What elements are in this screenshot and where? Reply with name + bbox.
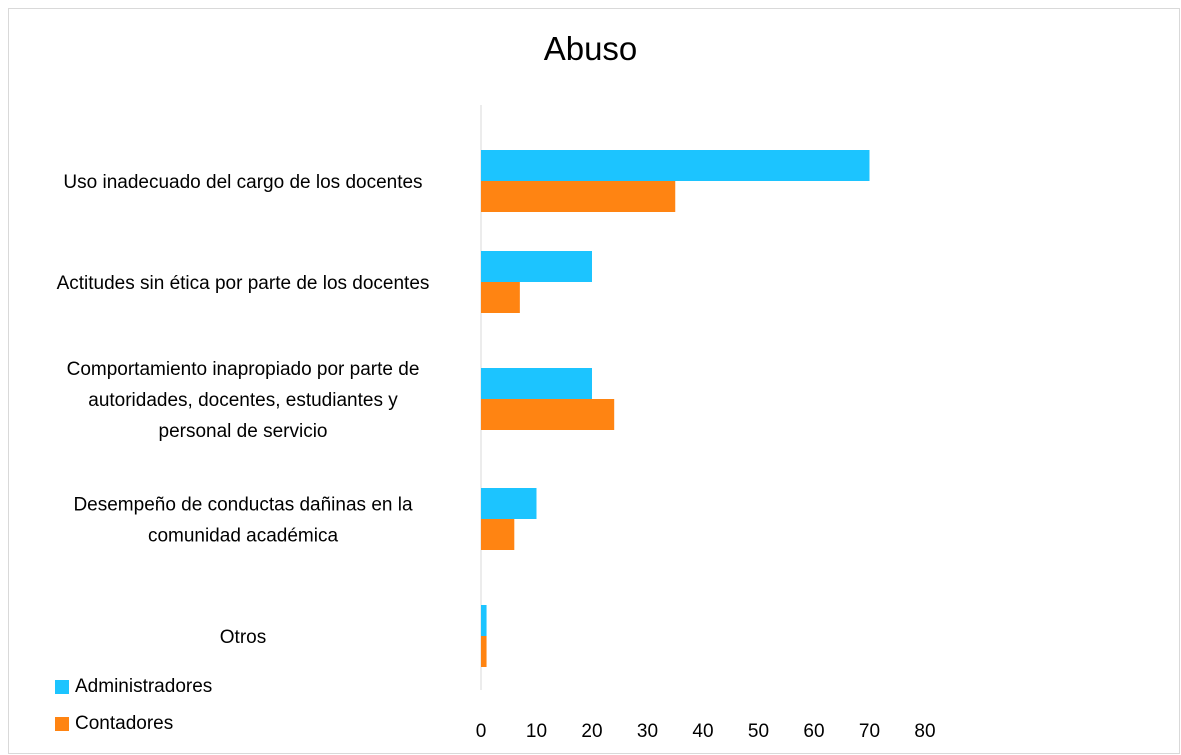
bar-administradores-4 xyxy=(481,605,487,636)
category-label-2-line-0: Comportamiento inapropiado por parte de xyxy=(67,359,420,380)
x-tick-label-1: 10 xyxy=(526,721,547,742)
category-label-4-line-0: Otros xyxy=(220,627,266,648)
category-label-2-line-1: autoridades, docentes, estudiantes y xyxy=(88,390,398,411)
x-tick-labels: 0 10 20 30 40 50 60 70 80 xyxy=(476,721,936,742)
category-label-0-line-0: Uso inadecuado del cargo de los docentes xyxy=(63,172,422,193)
chart-frame xyxy=(8,8,1180,754)
bar-contadores-0 xyxy=(481,181,676,212)
bar-administradores-2 xyxy=(481,368,592,399)
x-tick-label-7: 70 xyxy=(859,721,880,742)
x-tick-label-5: 50 xyxy=(748,721,769,742)
bar-administradores-1 xyxy=(481,251,592,282)
legend-label-contadores: Contadores xyxy=(75,713,174,734)
category-label-2-line-2: personal de servicio xyxy=(159,421,328,442)
bars-group xyxy=(481,150,870,667)
x-tick-label-6: 60 xyxy=(803,721,824,742)
legend-item-administradores: Administradores xyxy=(55,676,212,698)
x-tick-label-4: 40 xyxy=(692,721,713,742)
bar-administradores-3 xyxy=(481,488,537,519)
category-label-3-line-0: Desempeño de conductas dañinas en la xyxy=(73,495,413,516)
bar-contadores-3 xyxy=(481,519,515,550)
bar-contadores-4 xyxy=(481,636,487,667)
x-tick-label-8: 80 xyxy=(914,721,935,742)
x-tick-label-3: 30 xyxy=(637,721,658,742)
legend-swatch-administradores xyxy=(55,680,69,694)
bar-contadores-1 xyxy=(481,282,520,313)
x-tick-label-2: 20 xyxy=(581,721,602,742)
legend-label-administradores: Administradores xyxy=(75,676,213,697)
bar-contadores-2 xyxy=(481,399,615,430)
bar-administradores-0 xyxy=(481,150,870,181)
category-label-3-line-1: comunidad académica xyxy=(148,526,339,547)
legend-item-contadores: Contadores xyxy=(55,713,173,735)
x-tick-label-0: 0 xyxy=(476,721,487,742)
category-label-1-line-0: Actitudes sin ética por parte de los doc… xyxy=(57,273,430,294)
chart-title: Abuso xyxy=(543,30,638,67)
category-labels: Uso inadecuado del cargo de los docentes… xyxy=(57,172,430,648)
legend-swatch-contadores xyxy=(55,717,69,731)
